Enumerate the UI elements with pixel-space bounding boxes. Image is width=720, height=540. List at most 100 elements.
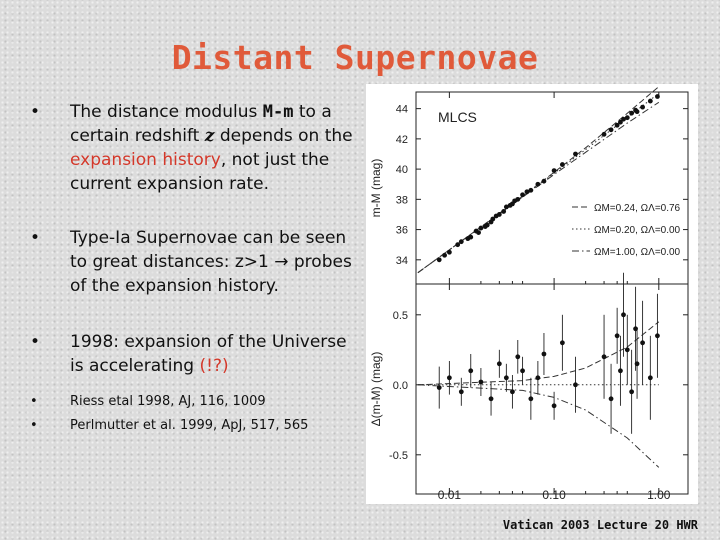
y-tick-label: 42 (396, 134, 408, 146)
reference-text: Riess etal 1998, AJ, 116, 1009 (70, 394, 266, 409)
data-point (535, 181, 541, 187)
data-point (624, 347, 630, 353)
data-point (608, 127, 614, 133)
bullet-dot: • (30, 228, 41, 248)
slide-footer: Vatican 2003 Lecture 20 HWR (502, 518, 698, 532)
data-point (601, 131, 607, 137)
bullet-dot: • (30, 394, 38, 409)
chart-background (366, 84, 698, 504)
legend-label: ΩM=0.24, ΩΛ=0.76 (594, 203, 681, 214)
data-point (629, 389, 635, 395)
data-point (647, 98, 653, 104)
data-point (551, 403, 557, 409)
bullet-text: The distance modulus (70, 102, 263, 122)
data-point (647, 375, 653, 381)
bullet-dot: • (30, 332, 41, 352)
panel-title: MLCS (438, 109, 477, 125)
data-point (559, 162, 565, 167)
model-curve-3 (417, 384, 660, 468)
data-point (559, 340, 565, 346)
data-point (503, 375, 509, 381)
x-tick-label: 0.10 (542, 488, 566, 502)
y-tick-label: 38 (396, 194, 408, 206)
y-tick-label: -0.5 (389, 450, 408, 462)
data-point (601, 354, 607, 360)
bullet-text: , not just the current expansion rate. (70, 150, 330, 194)
reference-riess: • Riess etal 1998, AJ, 116, 1009 (24, 390, 364, 414)
y-tick-label: 36 (396, 225, 408, 237)
data-point (629, 110, 635, 116)
data-point (446, 249, 452, 255)
data-point (496, 212, 502, 217)
legend-label: ΩM=1.00, ΩΛ=0.00 (594, 247, 681, 258)
data-point (520, 368, 525, 374)
data-point (520, 192, 525, 198)
data-point (510, 389, 515, 395)
data-point (468, 234, 474, 240)
y-tick-label: 34 (396, 255, 408, 267)
data-point (640, 340, 645, 346)
distance-modulus-symbol: M-m (262, 102, 294, 122)
reference-perlmutter: • Perlmutter et al. 1999, ApJ, 517, 565 (24, 414, 364, 438)
data-point (476, 230, 481, 235)
y-axis-label: Δ(m-M) (mag) (369, 352, 383, 427)
data-point (515, 354, 521, 360)
bullet-text: 1998: expansion of the Universe is accel… (70, 332, 347, 376)
data-point (496, 361, 502, 367)
y-tick-label: 0.0 (393, 380, 408, 392)
data-point (634, 361, 640, 367)
data-point (524, 189, 530, 195)
data-point (455, 242, 461, 248)
data-point (551, 168, 557, 174)
redshift-symbol: z (204, 126, 215, 146)
data-point (442, 252, 447, 258)
data-point (614, 333, 620, 339)
data-point (621, 312, 626, 318)
y-tick-label: 40 (396, 164, 408, 176)
data-point (614, 122, 620, 128)
data-point (458, 239, 464, 245)
slide-title: Distant Supernovae (171, 38, 539, 77)
bullet-accelerating: • 1998: expansion of the Universe is acc… (24, 330, 364, 378)
data-point (618, 119, 623, 125)
highlight-text: (!?) (199, 356, 229, 376)
bullet-list: • The distance modulus M-m to a certain … (24, 100, 364, 438)
bullet-text: to a certain redshift (70, 102, 332, 146)
data-point (478, 225, 484, 231)
data-point (573, 382, 578, 388)
data-point (655, 94, 660, 99)
data-point (640, 104, 645, 110)
data-point (528, 187, 534, 193)
data-point (436, 385, 442, 390)
bullet-dot: • (30, 418, 38, 433)
bullet-type-ia: • Type-Ia Supernovae can be seen to grea… (24, 226, 364, 298)
highlight-text: expansion history (70, 150, 221, 170)
data-point (490, 216, 496, 222)
data-point (501, 209, 507, 214)
data-point (446, 375, 452, 381)
data-point (503, 204, 509, 210)
bullet-distance-modulus: • The distance modulus M-m to a certain … (24, 100, 364, 196)
data-point (468, 368, 474, 374)
hubble-diagram: 34 36 38 40 42 44 m-M (mag) 0.5 0.0 -0.5 Δ(m-M) (m… (366, 84, 698, 504)
y-axis-label: m-M (mag) (369, 159, 383, 218)
data-point (488, 396, 494, 402)
data-point (535, 375, 541, 381)
data-point (618, 368, 623, 374)
data-point (621, 116, 626, 122)
bullet-dot: • (30, 102, 41, 122)
legend-label: ΩM=0.20, ΩΛ=0.00 (594, 225, 681, 236)
bullet-text: → probes of the expansion history. (70, 252, 352, 296)
bullet-text: Type-Ia Supernovae can be seen to great … (70, 228, 347, 272)
bottom-panel-frame (415, 283, 689, 495)
y-tick-label: 0.5 (393, 310, 408, 322)
data-point (436, 257, 442, 263)
data-point (608, 396, 614, 402)
data-point (634, 109, 640, 115)
data-point (541, 178, 547, 184)
data-point (573, 151, 578, 157)
bullet-text: depends on the (214, 126, 353, 146)
data-point (528, 396, 534, 402)
data-point (515, 196, 521, 202)
data-point (458, 389, 464, 395)
